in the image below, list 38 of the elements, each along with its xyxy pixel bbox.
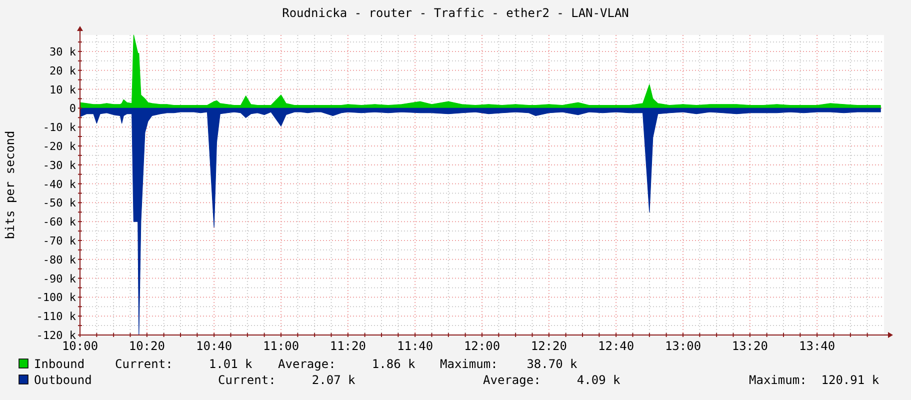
y-tick-label: -40 k [42, 178, 76, 191]
x-tick-label: 13:40 [799, 339, 836, 353]
text: Average: 1.86 k [278, 357, 416, 371]
x-tick-label: 11:40 [397, 339, 434, 353]
y-tick-label: -80 k [42, 253, 76, 266]
x-tick-label: 11:20 [330, 339, 366, 353]
y-tick-label: -60 k [42, 216, 76, 229]
y-tick-label: 20 k [50, 64, 76, 78]
y-tick-label: -10 k [42, 121, 76, 134]
legend-label: Inbound [34, 357, 85, 371]
text: Current: 1.01 k [115, 357, 254, 371]
text: Maximum: 120.91 k [749, 373, 880, 387]
x-tick-label: 12:20 [530, 339, 567, 353]
x-tick-label: 10:40 [196, 339, 232, 353]
x-tick-label: 10:20 [128, 339, 165, 353]
legend-label: Outbound [34, 373, 92, 387]
y-tick-label: 10 k [50, 83, 76, 96]
text: Average: 4.09 k [483, 373, 622, 387]
text: Current: 2.07 k [218, 373, 356, 387]
y-tick-label: -120 k [36, 329, 76, 342]
chart-title: Roudnicka - router - Traffic - ether2 - LAN-VLAN [282, 6, 629, 20]
x-tick-label: 12:40 [598, 339, 634, 353]
x-tick-label: 13:20 [732, 339, 768, 353]
y-tick-label: 30 k [50, 45, 76, 58]
y-tick-label: -30 k [42, 158, 76, 172]
x-tick-label: 12:00 [464, 339, 500, 353]
y-tick-label: -20 k [42, 140, 76, 153]
text: Maximum: 38.70 k [440, 357, 578, 371]
y-axis-title: bits per second [3, 130, 17, 240]
y-tick-label: -100 k [36, 291, 76, 304]
x-tick-label: 10:00 [62, 339, 98, 353]
y-tick-label: -110 k [36, 310, 76, 324]
x-tick-label: 13:00 [664, 339, 702, 353]
y-tick-label: -90 k [42, 272, 76, 286]
x-tick-label: 11:00 [262, 339, 300, 353]
y-tick-label: 0 [69, 102, 76, 116]
y-tick-label: -50 k [42, 196, 76, 210]
y-tick-label: -70 k [42, 234, 76, 248]
